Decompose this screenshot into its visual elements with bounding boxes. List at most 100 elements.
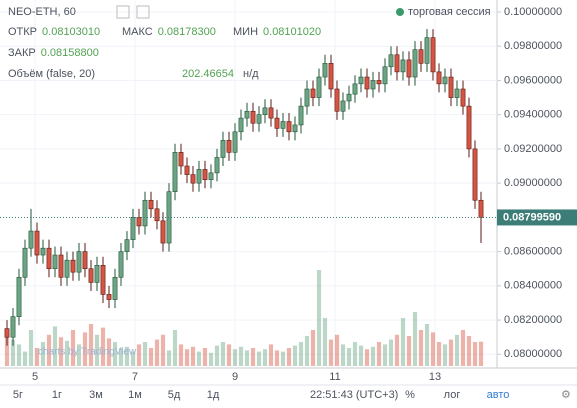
volume-bar — [322, 318, 328, 366]
candle-body — [82, 251, 88, 270]
volume-bar — [280, 351, 286, 366]
volume-bar — [154, 339, 160, 366]
candle-body — [184, 165, 190, 175]
x-tick-label: 11 — [329, 371, 340, 383]
candle-body — [394, 54, 400, 73]
volume-bar — [136, 344, 142, 366]
volume-value: 202.46654 — [182, 68, 234, 80]
volume-bar — [412, 312, 418, 366]
volume-bar — [256, 351, 262, 366]
candle-body — [256, 114, 262, 124]
candle-body — [298, 105, 304, 126]
volume-bar — [286, 348, 292, 366]
volume-bar — [16, 344, 22, 366]
candle-body — [28, 230, 34, 249]
session-dot — [396, 8, 404, 16]
candle-body — [304, 88, 310, 107]
y-tick-label: 0.09200000 — [504, 143, 562, 155]
candle-body — [340, 100, 346, 112]
candle-body — [328, 63, 334, 90]
volume-bar — [304, 336, 310, 366]
range-button[interactable]: 5г — [13, 389, 23, 401]
volume-bar — [88, 324, 94, 366]
session-label: торговая сессия — [408, 6, 491, 18]
ohlc-value: 0.08101020 — [263, 26, 321, 38]
volume-bar — [478, 341, 484, 366]
volume-bar — [202, 348, 208, 366]
last-price-label: 0.08799590 — [503, 211, 561, 223]
volume-bar — [400, 318, 406, 366]
range-button[interactable]: 3м — [89, 389, 103, 401]
volume-bar — [28, 330, 34, 366]
candle-body — [142, 199, 148, 227]
close-icon[interactable] — [136, 5, 150, 19]
candle-body — [64, 259, 70, 278]
last-price-box — [497, 209, 577, 226]
candle-body — [178, 152, 184, 167]
volume-bar — [226, 344, 232, 366]
candle-body — [424, 37, 430, 64]
candle-body — [454, 88, 460, 98]
range-button[interactable]: 1г — [52, 389, 62, 401]
volume-bar — [370, 346, 376, 366]
volume-bar — [100, 327, 106, 366]
candle-body — [238, 117, 244, 133]
candle-body — [220, 140, 226, 158]
volume-bar — [82, 332, 88, 366]
candle-body — [388, 54, 394, 68]
candle-body — [154, 208, 160, 222]
x-tick-label: 5 — [32, 371, 38, 383]
volume-bar — [40, 342, 46, 366]
volume-bar — [238, 346, 244, 366]
volume-bar — [52, 326, 58, 366]
candle-body — [376, 80, 382, 85]
ohlc-value: 0.08103010 — [42, 26, 100, 38]
range-button[interactable]: 1м — [128, 389, 142, 401]
y-tick-label: 0.08600000 — [504, 246, 562, 258]
y-tick-label: 0.09000000 — [504, 177, 562, 189]
y-tick-label: 0.09400000 — [504, 109, 562, 121]
candle-body — [226, 140, 232, 153]
scale-option[interactable]: авто — [487, 389, 510, 401]
candle-body — [214, 157, 220, 174]
candle-body — [262, 107, 268, 115]
volume-bar — [232, 349, 238, 366]
volume-bar — [34, 348, 40, 366]
candle-body — [460, 88, 466, 107]
settings-gear[interactable]: ⚙ — [561, 389, 571, 401]
volume-bar — [454, 334, 460, 366]
volume-bar — [274, 350, 280, 366]
volume-bar — [310, 330, 316, 366]
volume-bar — [58, 337, 64, 366]
candle-body — [292, 124, 298, 133]
volume-bar — [328, 339, 334, 366]
candle-body — [286, 121, 292, 133]
volume-bar — [448, 339, 454, 366]
volume-bar — [436, 342, 442, 366]
volume-bar — [442, 344, 448, 366]
candle-body — [106, 294, 112, 300]
candle-body — [268, 107, 274, 119]
volume-bar — [4, 336, 10, 366]
range-button[interactable]: 5д — [168, 389, 181, 401]
volume-bar — [184, 349, 190, 366]
candle-body — [364, 76, 370, 90]
candle-body — [310, 88, 316, 98]
scale-option[interactable]: лог — [444, 389, 461, 401]
volume-bar — [382, 344, 388, 366]
settings-icon[interactable] — [116, 5, 130, 19]
volume-bar — [250, 348, 256, 366]
volume-bar — [244, 350, 250, 366]
ohlc-name: ОТКР — [8, 26, 37, 38]
volume-bar — [196, 351, 202, 366]
range-button[interactable]: 1д — [207, 389, 220, 401]
scale-option[interactable]: % — [405, 389, 415, 401]
ohlc-name: ЗАКР — [8, 47, 36, 59]
volume-bar — [298, 342, 304, 366]
candle-body — [322, 63, 328, 78]
candle-body — [370, 80, 376, 90]
volume-bar — [106, 338, 112, 366]
candle-body — [448, 76, 454, 98]
x-tick-label: 9 — [232, 371, 238, 383]
